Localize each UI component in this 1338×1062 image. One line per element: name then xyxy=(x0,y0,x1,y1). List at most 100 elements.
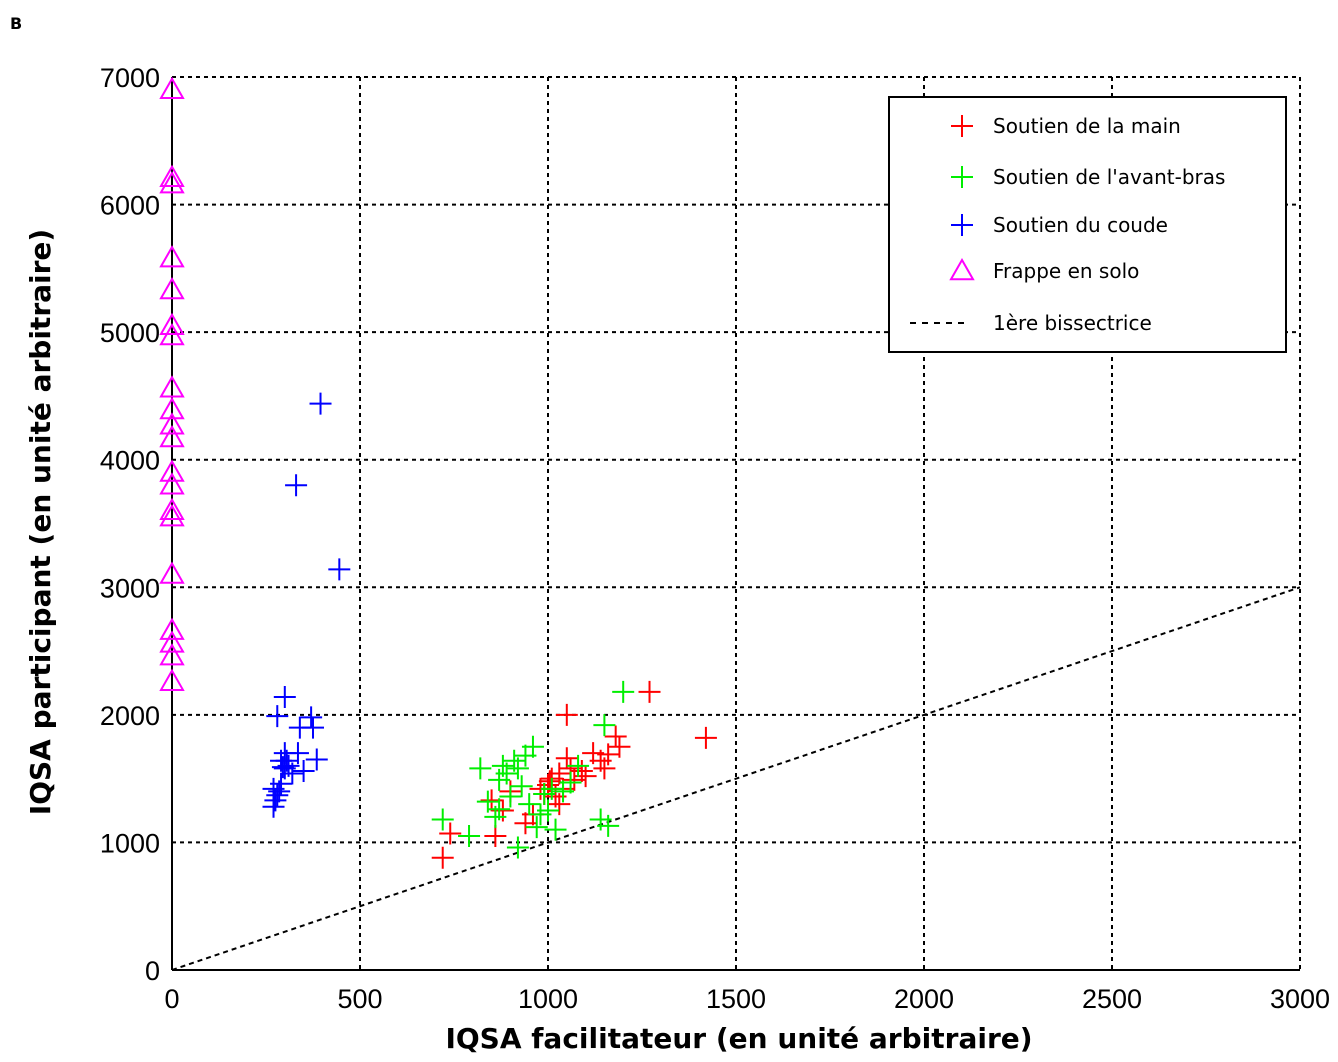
y-tick-label: 0 xyxy=(145,956,160,986)
x-tick-label: 3000 xyxy=(1270,984,1330,1014)
data-point-plus xyxy=(281,762,304,785)
y-tick-label: 4000 xyxy=(100,446,160,476)
data-point-plus xyxy=(300,706,323,729)
data-point-plus xyxy=(518,793,541,816)
tick-labels: 0 500 1000 1500 2000 2500 3000 0 1000 2000 3000 400… xyxy=(100,63,1330,1014)
data-point-plus xyxy=(525,816,548,839)
data-point-plus xyxy=(484,825,507,848)
data-point-plus xyxy=(266,784,289,807)
bisector-line-group xyxy=(171,586,1301,971)
axes xyxy=(171,77,1300,971)
legend-label: Soutien de la main xyxy=(993,114,1181,138)
data-point-plus xyxy=(555,747,578,770)
data-point-plus xyxy=(458,825,481,848)
data-point-plus xyxy=(544,818,567,841)
y-tick-label: 6000 xyxy=(100,191,160,221)
data-point-plus xyxy=(506,836,529,859)
data-point-triangle xyxy=(159,630,185,653)
data-point-plus xyxy=(521,735,544,758)
data-point-plus xyxy=(431,846,454,869)
data-point-triangle xyxy=(159,322,185,346)
data-point-triangle xyxy=(159,668,185,691)
data-point-plus xyxy=(537,799,559,822)
x-tick-label: 0 xyxy=(164,984,179,1014)
data-point-plus xyxy=(488,798,511,821)
data-point-plus xyxy=(439,822,462,845)
data-point-plus xyxy=(285,474,308,497)
x-tick-label: 2500 xyxy=(1082,984,1142,1014)
y-tick-label: 3000 xyxy=(100,573,160,603)
data-point-plus xyxy=(328,558,351,581)
data-point-plus xyxy=(604,725,627,748)
data-points xyxy=(159,76,717,869)
data-point-plus xyxy=(612,680,635,703)
legend-marker-plus xyxy=(951,214,973,236)
legend-label: 1ère bissectrice xyxy=(993,311,1152,335)
data-point-plus xyxy=(559,771,582,794)
data-point-triangle xyxy=(159,561,185,584)
data-point-plus xyxy=(495,762,518,785)
x-tick-label: 500 xyxy=(337,984,382,1014)
data-point-plus xyxy=(431,808,454,831)
data-point-triangle xyxy=(159,312,185,336)
data-point-plus xyxy=(476,790,499,813)
data-point-plus xyxy=(292,759,315,782)
data-point-plus xyxy=(540,777,563,800)
data-point-triangle xyxy=(159,412,185,435)
data-point-triangle xyxy=(159,617,185,640)
legend-label: Frappe en solo xyxy=(993,259,1139,283)
x-tick-label: 2000 xyxy=(894,984,954,1014)
legend-label: Soutien du coude xyxy=(993,213,1168,237)
legend: Soutien de la main Soutien de l'avant-bra… xyxy=(888,96,1287,353)
data-point-triangle xyxy=(159,375,185,398)
data-point-triangle xyxy=(159,277,185,300)
data-point-plus xyxy=(506,757,529,780)
x-tick-label: 1000 xyxy=(518,984,578,1014)
data-point-plus xyxy=(593,714,616,737)
data-point-triangle xyxy=(159,425,185,448)
data-point-triangle xyxy=(159,245,185,268)
data-point-plus xyxy=(593,757,616,780)
data-point-triangle xyxy=(159,396,185,420)
data-point-triangle xyxy=(159,643,185,666)
y-tick-label: 5000 xyxy=(100,318,160,348)
panel-label: B xyxy=(10,14,23,33)
data-point-plus xyxy=(270,772,293,795)
data-point-plus xyxy=(570,759,593,782)
axis-titles: IQSA facilitateur (en unité arbitraire) … xyxy=(24,229,1033,1055)
data-point-plus xyxy=(302,716,324,739)
data-point-plus xyxy=(597,814,620,837)
x-axis-title: IQSA facilitateur (en unité arbitraire) xyxy=(445,1022,1032,1055)
legend-marker-triangle xyxy=(949,257,975,281)
data-point-triangle xyxy=(159,171,185,194)
y-axis-title: IQSA participant (en unité arbitraire) xyxy=(24,229,57,815)
legend-label: Soutien de l'avant-bras xyxy=(993,165,1225,189)
data-point-triangle xyxy=(159,504,185,527)
y-tick-label: 2000 xyxy=(100,701,160,731)
data-point-plus xyxy=(567,754,590,777)
data-point-plus xyxy=(469,757,492,780)
data-point-plus xyxy=(555,703,578,726)
data-point-plus xyxy=(266,705,289,728)
y-tick-label: 1000 xyxy=(100,828,160,858)
legend-marker-plus xyxy=(951,115,973,137)
y-tick-label: 7000 xyxy=(100,63,160,93)
data-point-triangle xyxy=(159,164,185,188)
data-point-plus xyxy=(597,743,620,766)
legend-marker-plus xyxy=(951,166,973,188)
data-point-plus xyxy=(273,685,296,708)
data-point-plus xyxy=(309,392,332,415)
data-point-plus xyxy=(638,680,661,703)
data-point-triangle xyxy=(159,459,185,482)
data-point-plus xyxy=(608,735,631,758)
data-point-plus xyxy=(548,793,571,816)
bisector-line xyxy=(171,586,1301,971)
data-point-plus xyxy=(499,785,522,808)
data-point-plus xyxy=(510,775,533,798)
data-point-plus xyxy=(264,789,287,812)
data-point-plus xyxy=(271,756,294,779)
data-point-triangle xyxy=(159,497,185,520)
data-point-plus xyxy=(275,749,298,772)
x-tick-label: 1500 xyxy=(706,984,766,1014)
